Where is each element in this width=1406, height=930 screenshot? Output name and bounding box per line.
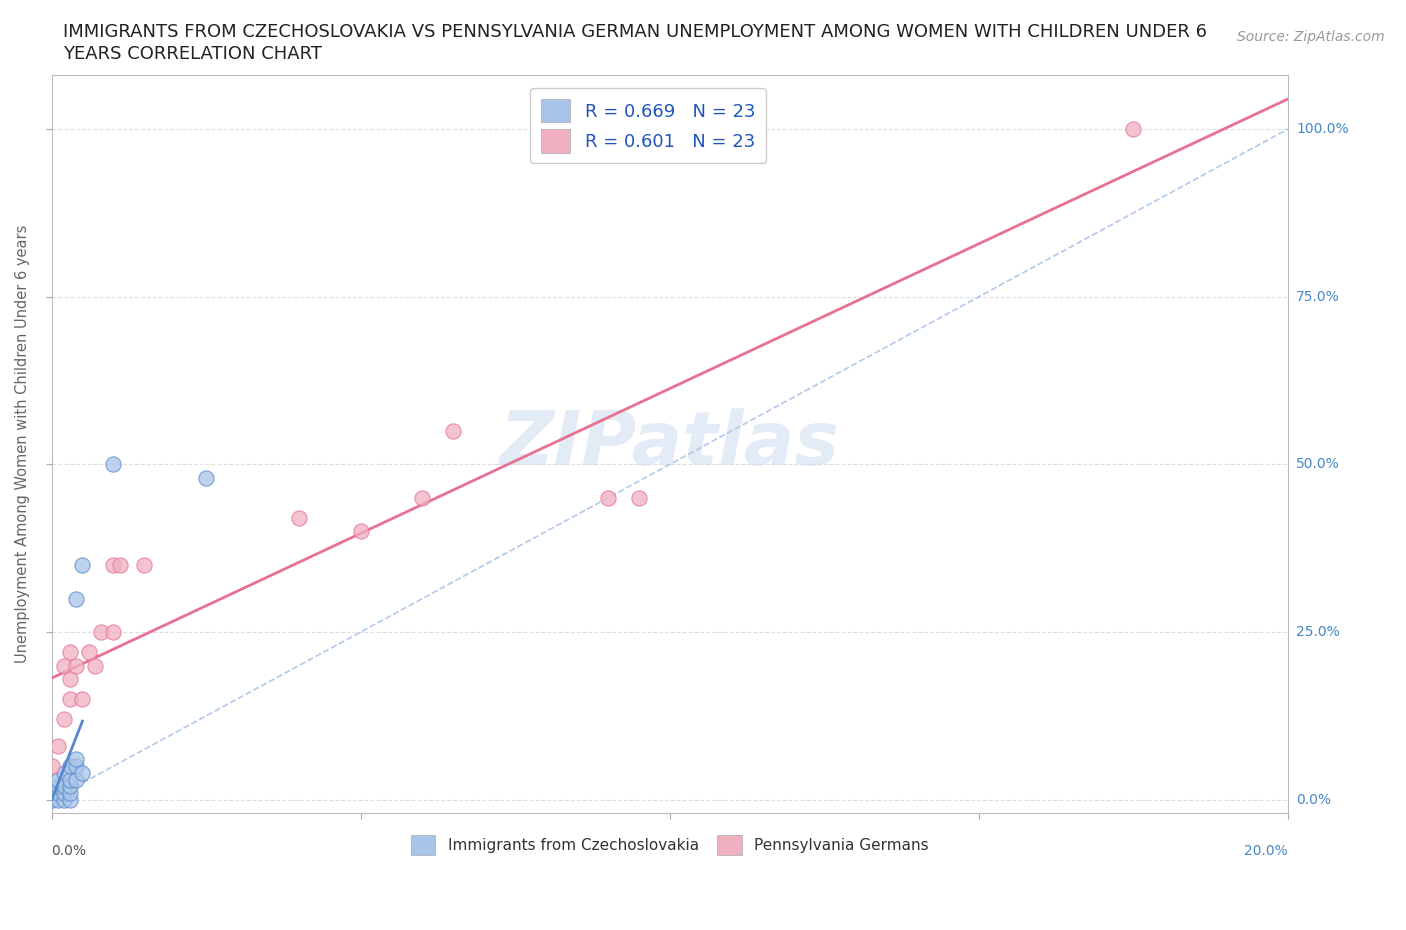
- Point: [59, 772, 82, 787]
- Point: [52, 792, 75, 807]
- Point: [83, 658, 105, 673]
- Point: [108, 558, 131, 573]
- Point: [627, 490, 650, 505]
- Y-axis label: Unemployment Among Women with Children Under 6 years: Unemployment Among Women with Children U…: [15, 225, 30, 663]
- Legend: Immigrants from Czechoslovakia, Pennsylvania Germans: Immigrants from Czechoslovakia, Pennsylv…: [405, 829, 935, 861]
- Point: [103, 558, 125, 573]
- Point: [41, 786, 63, 801]
- Point: [65, 759, 87, 774]
- Point: [349, 524, 371, 538]
- Point: [103, 457, 125, 472]
- Text: 75.0%: 75.0%: [1296, 290, 1340, 304]
- Text: 50.0%: 50.0%: [1296, 458, 1340, 472]
- Point: [59, 786, 82, 801]
- Point: [59, 778, 82, 793]
- Point: [72, 692, 94, 707]
- Point: [59, 759, 82, 774]
- Point: [46, 738, 69, 753]
- Point: [46, 792, 69, 807]
- Point: [90, 625, 112, 640]
- Point: [52, 658, 75, 673]
- Point: [52, 786, 75, 801]
- Text: YEARS CORRELATION CHART: YEARS CORRELATION CHART: [63, 45, 322, 62]
- Point: [65, 772, 87, 787]
- Point: [72, 765, 94, 780]
- Point: [77, 644, 100, 659]
- Point: [59, 671, 82, 686]
- Text: 25.0%: 25.0%: [1296, 625, 1340, 639]
- Point: [59, 792, 82, 807]
- Point: [411, 490, 433, 505]
- Point: [52, 778, 75, 793]
- Text: 0.0%: 0.0%: [1296, 792, 1331, 806]
- Point: [195, 471, 218, 485]
- Point: [441, 423, 464, 438]
- Point: [52, 711, 75, 726]
- Point: [41, 792, 63, 807]
- Point: [1122, 122, 1144, 137]
- Point: [103, 625, 125, 640]
- Point: [59, 692, 82, 707]
- Point: [596, 490, 619, 505]
- Point: [65, 752, 87, 767]
- Point: [134, 558, 156, 573]
- Point: [46, 778, 69, 793]
- Text: IMMIGRANTS FROM CZECHOSLOVAKIA VS PENNSYLVANIA GERMAN UNEMPLOYMENT AMONG WOMEN W: IMMIGRANTS FROM CZECHOSLOVAKIA VS PENNSY…: [63, 23, 1208, 41]
- Point: [288, 511, 311, 525]
- Text: Source: ZipAtlas.com: Source: ZipAtlas.com: [1237, 30, 1385, 44]
- Text: 0.0%: 0.0%: [52, 844, 87, 857]
- Point: [65, 658, 87, 673]
- Point: [46, 772, 69, 787]
- Text: 20.0%: 20.0%: [1244, 844, 1288, 857]
- Text: ZIPatlas: ZIPatlas: [499, 407, 839, 481]
- Point: [72, 558, 94, 573]
- Point: [59, 644, 82, 659]
- Point: [52, 765, 75, 780]
- Point: [46, 786, 69, 801]
- Text: 100.0%: 100.0%: [1296, 122, 1348, 136]
- Point: [65, 591, 87, 606]
- Point: [41, 759, 63, 774]
